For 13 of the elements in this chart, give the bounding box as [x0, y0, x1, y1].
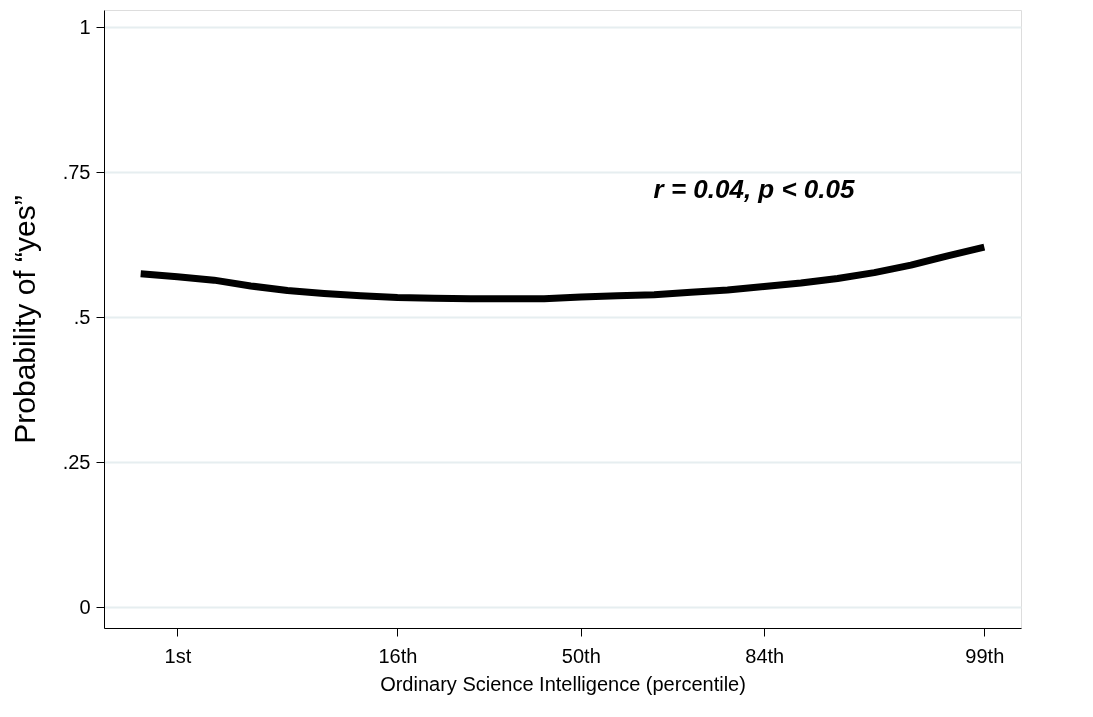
x-tick-label: 16th — [378, 644, 418, 667]
y-tick-label: 1 — [79, 15, 91, 38]
x-tick-label: 1st — [164, 644, 192, 667]
y-tick-label: .25 — [62, 450, 91, 473]
y-tick-label: .75 — [62, 160, 91, 183]
x-tick-label: 84th — [745, 644, 785, 667]
annotation: r = 0.04, p < 0.05 — [653, 174, 855, 204]
x-tick-label: 50th — [561, 644, 601, 667]
x-tick-label: 99th — [965, 644, 1005, 667]
x-axis-title: Ordinary Science Intelligence (percentile) — [380, 672, 746, 695]
y-tick-label: 0 — [79, 595, 91, 618]
y-tick-label: .5 — [73, 305, 91, 328]
y-axis-title: Probability of “yes” — [7, 195, 41, 444]
